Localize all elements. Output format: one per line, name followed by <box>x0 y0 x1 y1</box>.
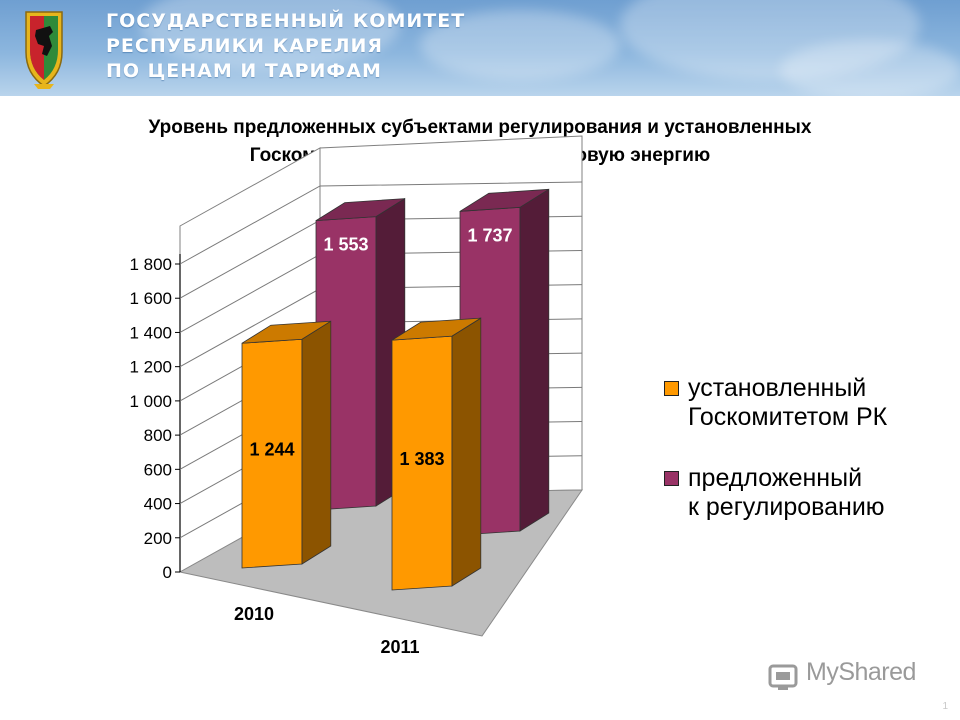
x-category-label-2011: 2011 <box>380 637 419 657</box>
legend-swatch-established <box>664 381 679 396</box>
organization-name: ГОСУДАРСТВЕННЫЙ КОМИТЕТ РЕСПУБЛИКИ КАРЕЛ… <box>106 9 465 84</box>
x-category-label-2010: 2010 <box>234 604 274 624</box>
slide-header: ГОСУДАРСТВЕННЫЙ КОМИТЕТ РЕСПУБЛИКИ КАРЕЛ… <box>0 0 960 96</box>
legend-label-proposed-line-2: к регулированию <box>688 493 885 521</box>
bar-top-face <box>315 198 406 222</box>
bar-data-label: 1 244 <box>249 440 294 460</box>
y-axis-tick-labels: 0 200 400 600 800 1 000 1 200 1 400 1 600 1 800 <box>129 255 172 582</box>
legend-swatch-proposed <box>664 471 679 486</box>
legend-label-established-line-2: Госкомитетом РК <box>688 403 888 431</box>
legend-item-established: установленный Госкомитетом РК <box>664 374 887 432</box>
bar-data-label: 1 383 <box>399 449 444 469</box>
y-tick-label: 1 600 <box>129 289 172 308</box>
bar-side-face <box>519 188 550 532</box>
watermark-text: MyShared <box>806 658 916 686</box>
chart-bars: 1 553 1 244 1 737 1 383 <box>241 188 550 591</box>
org-line-3: ПО ЦЕНАМ И ТАРИФАМ <box>106 60 382 82</box>
y-tick-label: 1 200 <box>129 358 172 377</box>
org-line-1: ГОСУДАРСТВЕННЫЙ КОМИТЕТ <box>106 10 466 32</box>
bar-top-face <box>241 320 332 344</box>
y-tick-label: 1 800 <box>129 255 172 274</box>
bar-side-face <box>301 320 332 565</box>
bar-установленный-2010: 1 244 <box>241 320 332 569</box>
y-tick-label: 1 000 <box>129 392 172 411</box>
y-tick-label: 600 <box>144 460 172 479</box>
gridline <box>179 181 583 265</box>
bar-top-face <box>391 317 482 341</box>
x-axis-category-labels: 2010 2011 <box>234 604 420 657</box>
watermark-logo-icon <box>768 664 798 690</box>
bar-data-label: 1 737 <box>467 225 512 245</box>
legend-label-proposed-line-1: предложенный <box>688 464 863 492</box>
myshared-watermark: MyShared <box>766 656 926 696</box>
legend-item-proposed: предложенный к регулированию <box>664 464 887 522</box>
bar-data-label: 1 553 <box>323 235 368 255</box>
org-line-2: РЕСПУБЛИКИ КАРЕЛИЯ <box>106 35 384 57</box>
bar-установленный-2011: 1 383 <box>391 317 482 591</box>
y-tick-label: 800 <box>144 426 172 445</box>
karelia-coat-of-arms-icon <box>25 11 63 89</box>
bar-side-face <box>451 317 482 587</box>
y-tick-label: 1 400 <box>129 323 172 342</box>
page-number: 1 <box>942 701 948 712</box>
y-tick-label: 400 <box>144 495 172 514</box>
y-tick-label: 0 <box>163 563 172 582</box>
legend-label-established-line-1: установленный <box>688 374 867 402</box>
y-tick-label: 200 <box>144 529 172 548</box>
slide-title-line-1: Уровень предложенных субъектами регулиро… <box>148 117 812 138</box>
bar-top-face <box>459 188 550 212</box>
chart-legend: установленный Госкомитетом РК предложенн… <box>664 374 887 554</box>
